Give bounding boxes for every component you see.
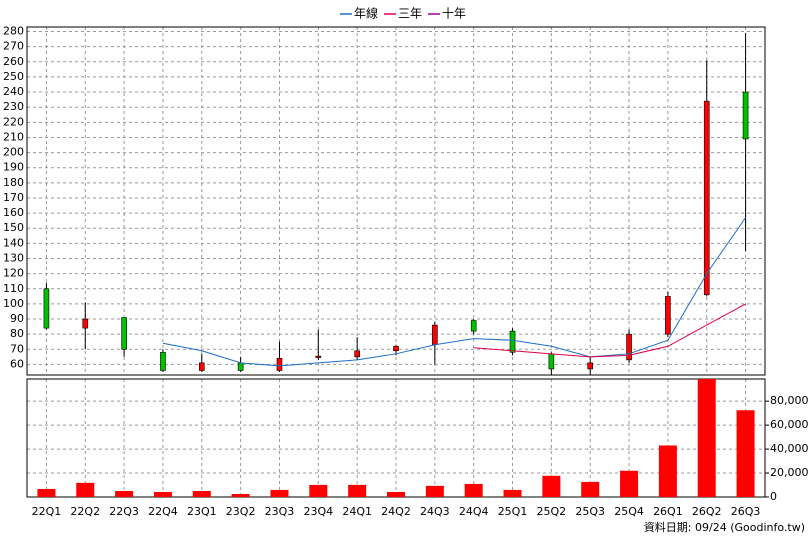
candle-body	[432, 324, 438, 346]
legend-label: 三年	[398, 7, 422, 21]
candle-body	[703, 100, 710, 296]
y-tick-label: 250	[3, 70, 24, 83]
y-tick-label: 280	[3, 25, 24, 38]
volume-bar	[309, 484, 328, 497]
candle-body	[82, 318, 89, 329]
volume-tick-label: 60,000	[770, 418, 808, 431]
y-tick-label: 260	[3, 55, 24, 68]
y-tick-label: 150	[3, 221, 24, 234]
candle-body	[276, 358, 283, 371]
volume-bar	[464, 483, 483, 497]
y-tick-label: 230	[3, 100, 24, 113]
x-tick-label: 24Q1	[342, 505, 372, 518]
candle-body	[587, 362, 594, 370]
volume-bar	[153, 491, 172, 497]
x-tick-label: 26Q3	[731, 505, 761, 518]
x-tick-label: 26Q2	[692, 505, 722, 518]
x-tick-label: 22Q4	[148, 505, 178, 518]
y-tick-label: 170	[3, 191, 24, 204]
volume-tick-label: 80,000	[770, 394, 808, 407]
candle-body	[626, 333, 632, 361]
volume-bar	[37, 488, 56, 497]
y-tick-label: 210	[3, 130, 24, 143]
y-tick-label: 110	[3, 282, 24, 295]
volume-tick-label: 0	[770, 490, 777, 503]
candle-body	[315, 355, 322, 358]
y-tick-label: 70	[10, 342, 24, 355]
y-tick-label: 270	[3, 40, 24, 53]
ma-line	[162, 217, 746, 367]
candle-body	[665, 296, 671, 335]
volume-bar	[387, 491, 405, 497]
y-tick-label: 180	[3, 176, 24, 189]
y-tick-label: 130	[3, 251, 24, 264]
candle-body	[509, 330, 516, 353]
y-tick-label: 190	[3, 161, 24, 174]
legend-label: 年線	[354, 6, 378, 21]
volume-bar	[697, 379, 716, 497]
x-tick-label: 22Q1	[32, 505, 62, 518]
x-tick-label: 25Q1	[498, 505, 528, 518]
y-tick-label: 60	[10, 357, 24, 370]
price-panel	[26, 26, 766, 376]
y-tick-label: 240	[3, 85, 24, 98]
y-tick-label: 80	[10, 327, 24, 340]
volume-bar	[76, 482, 95, 497]
x-tick-label: 26Q1	[653, 505, 683, 518]
volume-bar	[115, 491, 134, 497]
y-tick-label: 220	[3, 115, 24, 128]
x-tick-label: 24Q4	[459, 505, 489, 518]
y-tick-label: 200	[3, 146, 24, 159]
x-tick-label: 24Q3	[420, 505, 450, 518]
volume-tick-label: 40,000	[770, 442, 808, 455]
candle-body	[43, 288, 50, 329]
volume-bar	[231, 494, 250, 497]
legend-label: 十年	[442, 7, 466, 21]
volume-bar	[542, 475, 561, 497]
ma-line	[473, 303, 746, 358]
x-tick-label: 24Q2	[381, 505, 411, 518]
candle-body	[548, 353, 555, 370]
volume-bar	[503, 489, 522, 497]
y-tick-label: 100	[3, 297, 24, 310]
volume-bar	[192, 491, 211, 497]
volume-bar	[658, 445, 677, 497]
volume-bar	[620, 470, 639, 497]
x-tick-label: 25Q2	[537, 505, 567, 518]
candle-body	[393, 345, 399, 352]
y-tick-label: 90	[10, 312, 24, 325]
x-tick-label: 25Q3	[575, 505, 605, 518]
y-tick-label: 120	[3, 267, 24, 280]
y-tick-label: 160	[3, 206, 24, 219]
candle-body	[121, 317, 127, 350]
x-tick-label: 22Q3	[109, 505, 139, 518]
x-tick-label: 23Q1	[187, 505, 217, 518]
candle-body	[354, 350, 360, 358]
candle-body	[160, 352, 166, 371]
candle-body	[198, 362, 205, 371]
candle-body	[742, 91, 749, 140]
x-tick-label: 23Q3	[265, 505, 295, 518]
volume-bar	[581, 481, 600, 497]
x-tick-label: 23Q4	[303, 505, 333, 518]
source-note: 資料日期: 09/24 (Goodinfo.tw)	[644, 520, 805, 534]
candle-body	[237, 362, 244, 371]
x-tick-label: 22Q2	[70, 505, 100, 518]
x-tick-label: 25Q4	[614, 505, 644, 518]
volume-tick-label: 20,000	[770, 466, 808, 479]
volume-bar	[348, 484, 367, 497]
candle-body	[470, 320, 477, 332]
volume-bar	[270, 489, 289, 497]
volume-bar	[736, 410, 755, 497]
volume-bar	[425, 485, 444, 497]
y-tick-label: 140	[3, 236, 24, 249]
x-tick-label: 23Q2	[226, 505, 256, 518]
